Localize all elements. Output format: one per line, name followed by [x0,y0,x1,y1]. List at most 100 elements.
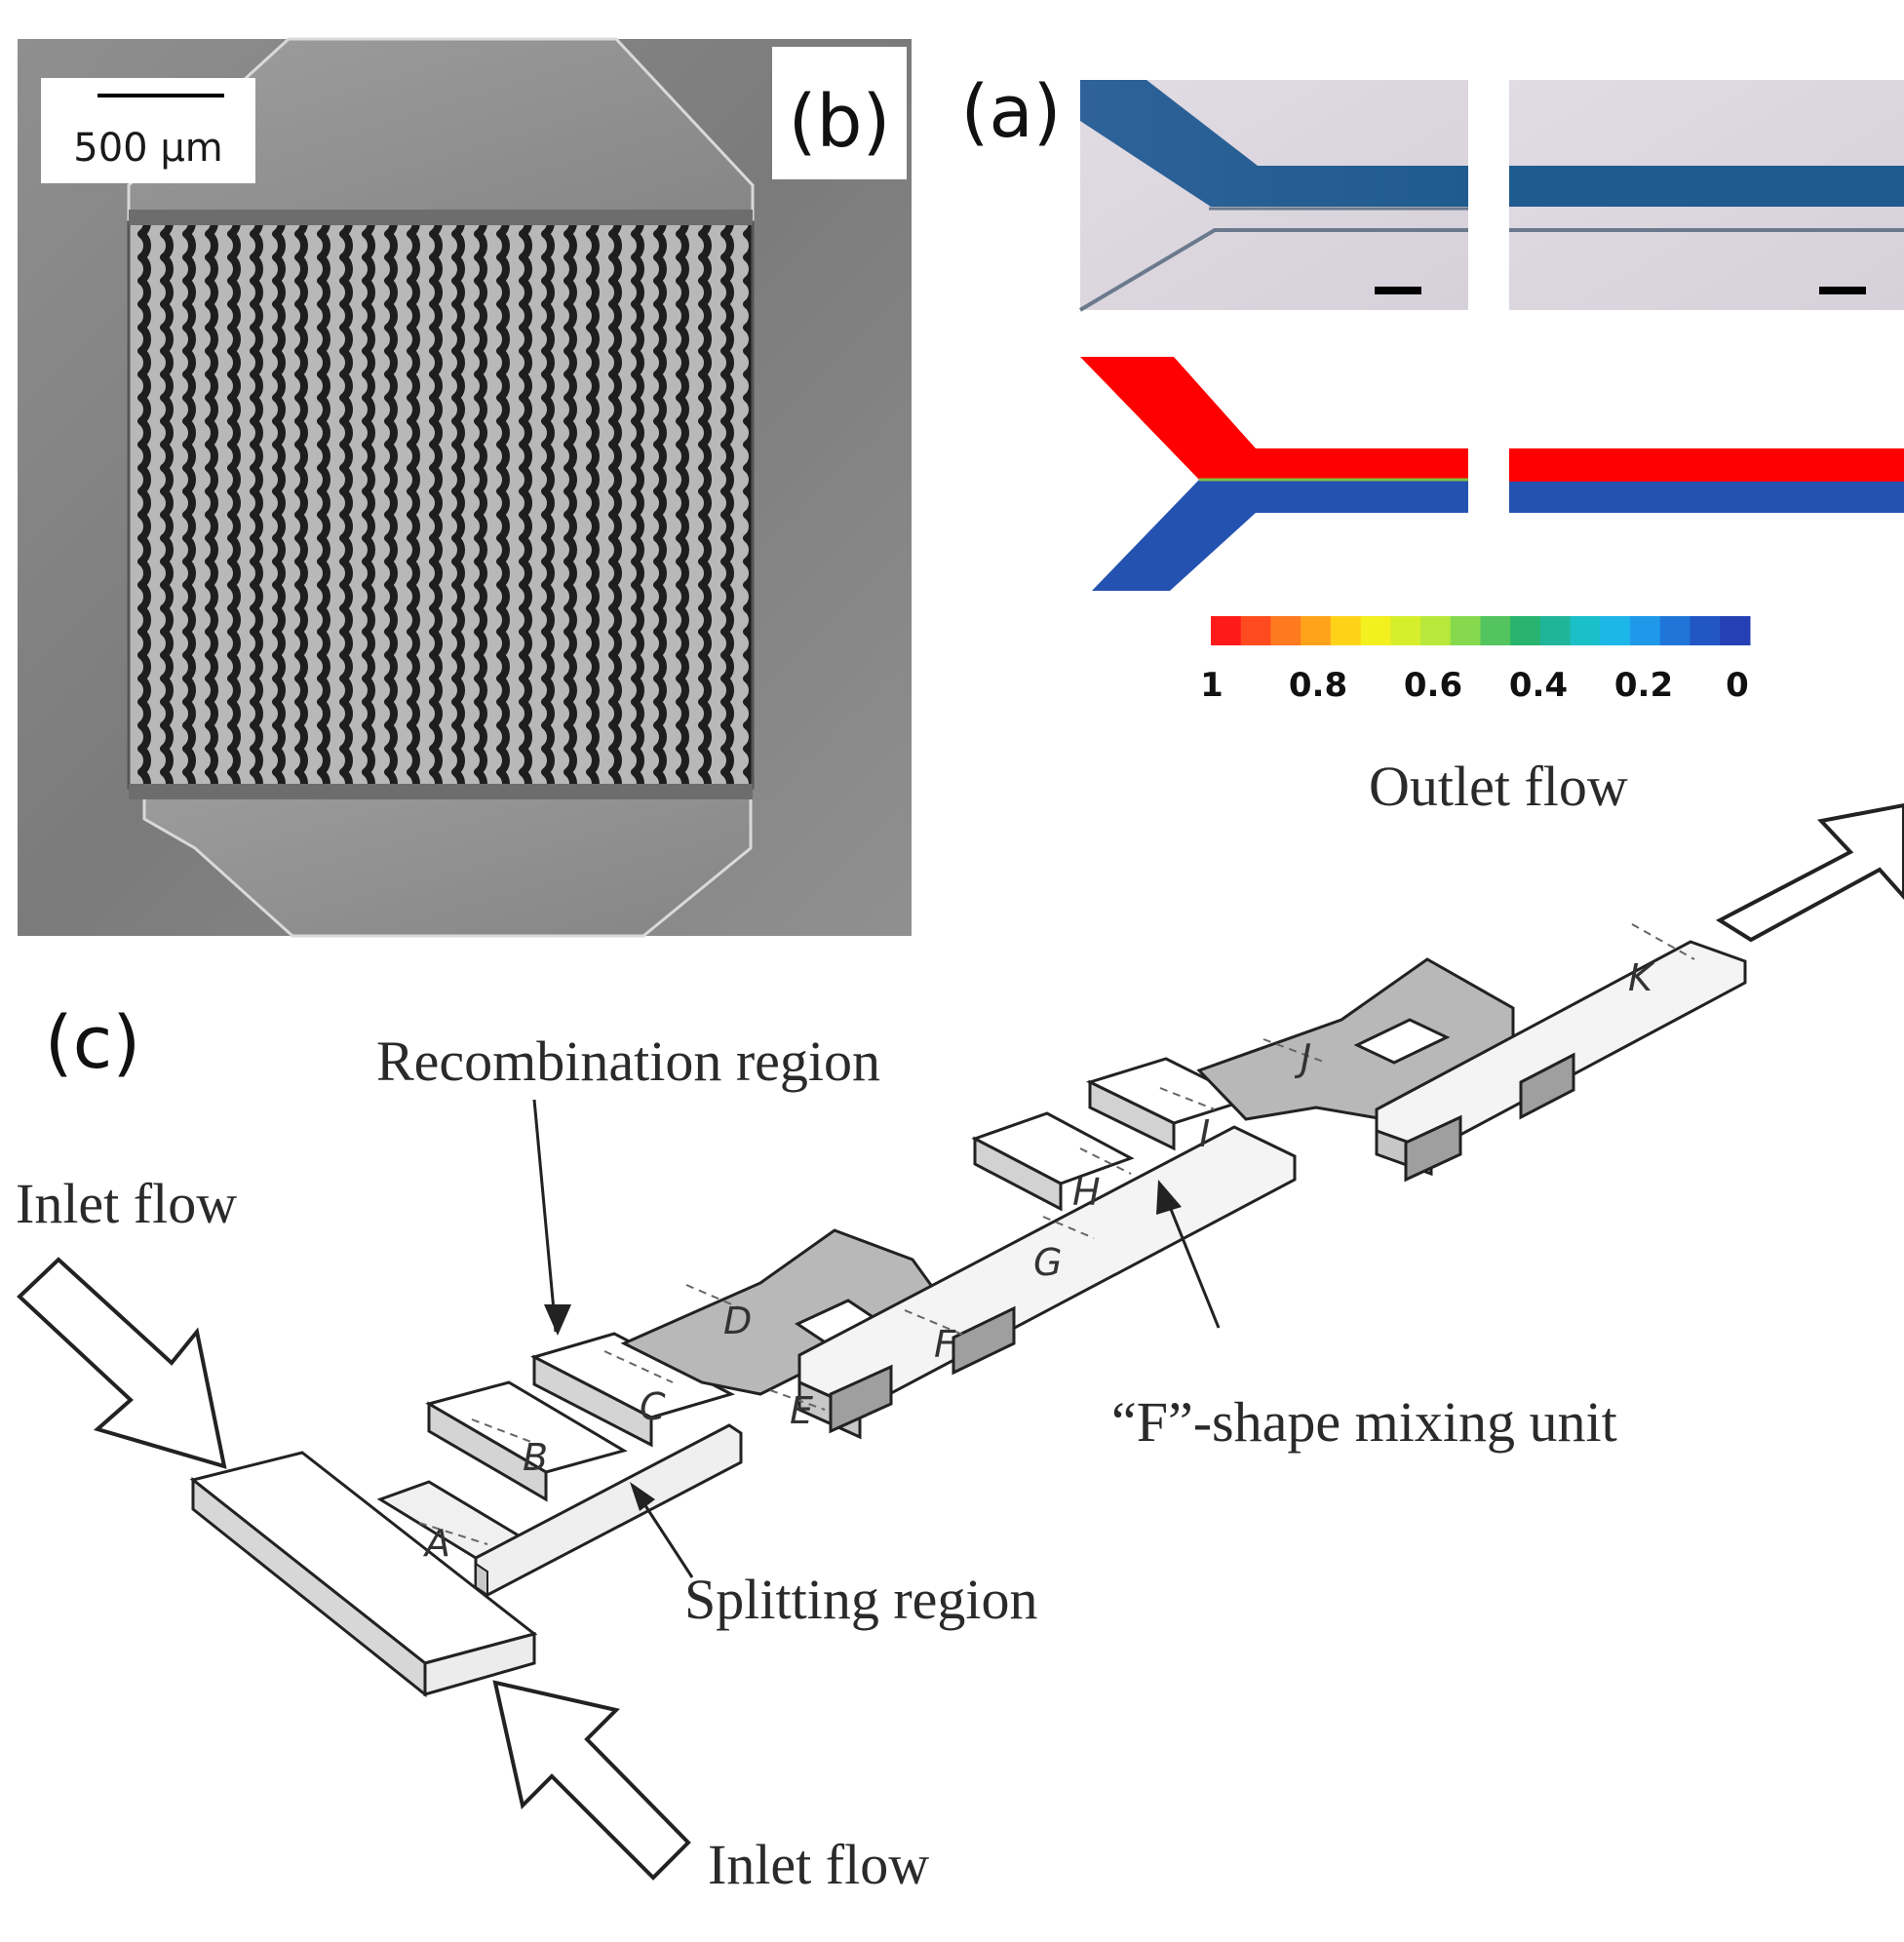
middle-grey-section [620,1057,1297,1440]
colorbar-swatch [1420,616,1452,645]
micrograph-downstream [1509,80,1904,310]
point-label-g: G [1033,1241,1062,1284]
f-unit-leg-3 [1404,1114,1462,1183]
colorbar-swatch [1360,616,1391,645]
first-mixing-unit [425,1332,743,1597]
panel-a: (a) 1 0.8 0.6 0.4 [960,70,1904,705]
splitting-callout-head [630,1482,655,1511]
micrograph-scale-bar-2 [1819,287,1866,294]
simulation-blue-stream [1092,480,1468,591]
point-label-f: F [934,1323,956,1366]
colorbar-swatch [1270,616,1302,645]
f-unit-leg-1 [829,1364,893,1434]
array-bottom-edge [129,784,753,799]
recombination-callout-arrow [532,1099,558,1333]
f-unit-leg-4 [1519,1052,1575,1120]
recombination-region-label: Recombination region [376,1029,880,1093]
array-top-edge [129,210,753,225]
section-f [904,1309,966,1337]
colorbar-tick-label: 0.2 [1614,666,1673,705]
section-e [769,1389,826,1411]
inlet-arrow-icon-1 [17,1257,227,1469]
colorbar-tick-label: 0 [1726,666,1749,705]
panel-b-label-box [772,47,907,179]
grey-plate-2-hole [1353,1018,1451,1065]
block-i-side [1088,1079,1176,1151]
colorbar-swatch [1539,616,1572,645]
splitting-region-label: Splitting region [684,1568,1038,1631]
colorbar-swatch [1211,616,1242,645]
scale-bar-label: 500 µm [73,126,222,171]
colorbar-tick-label: 0.6 [1404,666,1462,705]
recombination-block-2-side [532,1354,653,1448]
colorbar-swatch [1570,616,1601,645]
point-label-h: H [1072,1171,1101,1214]
point-label-i: I [1199,1112,1210,1155]
f-unit-callout-arrow [1160,1186,1221,1329]
section-h [1079,1147,1132,1175]
section-markers [418,923,1695,1545]
micrograph-scale-bar-1 [1375,287,1421,294]
f-unit-leg-2 [952,1305,1016,1376]
colorbar-swatch [1720,616,1751,645]
colorbar-swatch [1659,616,1691,645]
panel-b: 500 µm (b) [18,37,912,938]
panel-b-label: (b) [789,80,891,164]
colorbar-ticks: 1 0.8 0.6 0.4 0.2 0 [1200,666,1749,705]
colorbar-swatches [1211,616,1751,645]
micrograph-junction [1078,80,1468,312]
colorbar-swatch [1450,616,1481,645]
point-label-c: C [640,1385,666,1428]
micrograph-lower-wall [1078,228,1468,312]
section-j [1263,1038,1327,1064]
simulation-downstream [1509,448,1904,513]
inlet-flow-label-2: Inlet flow [708,1833,929,1896]
colorbar-swatch [1390,616,1421,645]
colorbar: 1 0.8 0.6 0.4 0.2 0 [1200,616,1751,705]
outlet-arrow-icon [1715,802,1904,943]
simulation-downstream-blue [1509,482,1904,513]
f-unit-callout-head [1156,1180,1182,1215]
point-label-b: B [523,1436,548,1479]
colorbar-swatch [1510,616,1541,645]
panel-a-label: (a) [960,70,1061,154]
micrograph-blue-stream [1080,80,1468,207]
serpentine-array [127,220,755,790]
colorbar-tick-label: 0.4 [1509,666,1568,705]
panel-c-label: (c) [45,1001,140,1085]
colorbar-swatch [1600,616,1631,645]
colorbar-swatch [1480,616,1511,645]
micrograph-downstream-blue [1509,166,1904,207]
section-g [1042,1216,1095,1239]
point-label-a: A [422,1522,450,1565]
panel-c: (c) [16,755,1904,1896]
f-shape-mixing-unit-label: “F”-shape mixing unit [1111,1390,1617,1454]
simulation-red-stream [1080,357,1468,480]
splitting-channel-end [475,1562,488,1597]
section-d [685,1284,742,1309]
colorbar-swatch [1240,616,1271,645]
inlet-arrow-icon-2 [492,1680,691,1881]
simulation-downstream-red [1509,448,1904,482]
colorbar-swatch [1630,616,1661,645]
block-h-side [973,1136,1063,1212]
colorbar-swatch [1690,616,1721,645]
point-label-e: E [790,1389,813,1432]
section-i [1159,1087,1216,1110]
recombination-callout-head [544,1304,571,1336]
simulation-junction [1080,357,1468,591]
colorbar-tick-label: 0.8 [1289,666,1347,705]
inlet-block-front [423,1632,536,1696]
outlet-flow-label: Outlet flow [1369,755,1628,818]
inlet-flow-label-1: Inlet flow [16,1172,237,1235]
second-f-unit [1196,940,1747,1183]
section-a [418,1522,488,1545]
colorbar-swatch [1301,616,1332,645]
colorbar-tick-label: 1 [1200,666,1224,705]
inlet-block [189,1451,538,1698]
recombination-block-1-side [427,1401,548,1502]
section-k [1631,923,1695,960]
point-label-k: K [1628,956,1655,999]
colorbar-swatch [1330,616,1362,645]
